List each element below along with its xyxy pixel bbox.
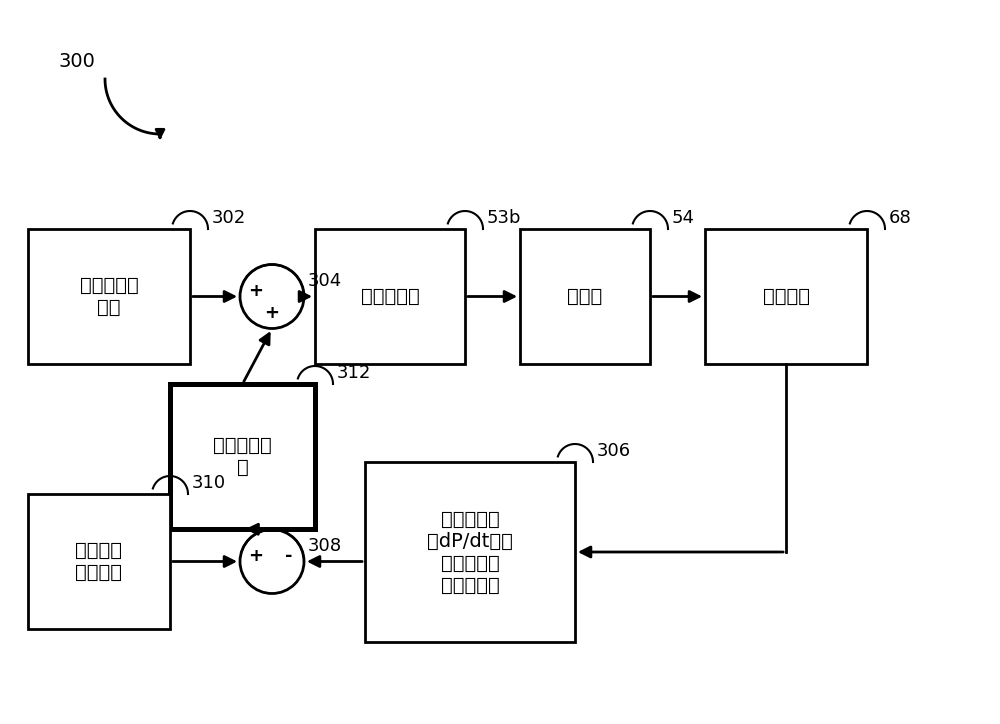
Text: 54: 54	[672, 209, 695, 227]
FancyBboxPatch shape	[28, 229, 190, 364]
FancyBboxPatch shape	[28, 494, 170, 629]
Text: +: +	[264, 304, 280, 322]
Text: +: +	[248, 282, 263, 300]
Text: 68: 68	[889, 209, 912, 227]
Text: 304: 304	[308, 272, 342, 290]
Text: 53b: 53b	[487, 209, 522, 227]
Text: 302: 302	[212, 209, 246, 227]
Text: -: -	[285, 547, 292, 565]
Text: 312: 312	[337, 364, 371, 382]
FancyBboxPatch shape	[365, 462, 575, 642]
Text: 根据气缸压
力dP/dt确定
排气门打开
的实际位置: 根据气缸压 力dP/dt确定 排气门打开 的实际位置	[427, 510, 513, 594]
Text: 气缸压力: 气缸压力	[763, 287, 810, 306]
Text: 308: 308	[308, 537, 342, 555]
Text: 300: 300	[58, 52, 95, 71]
FancyBboxPatch shape	[170, 384, 315, 529]
Text: 排气门打
开预期位: 排气门打 开预期位	[76, 541, 122, 582]
FancyBboxPatch shape	[520, 229, 650, 364]
Text: 306: 306	[597, 442, 631, 460]
FancyBboxPatch shape	[315, 229, 465, 364]
FancyBboxPatch shape	[705, 229, 867, 364]
Text: 比例积分增
益: 比例积分增 益	[213, 436, 272, 477]
Text: 排气门开环
命令: 排气门开环 命令	[80, 276, 138, 317]
Text: 气门致动器: 气门致动器	[361, 287, 419, 306]
Text: 排气门: 排气门	[567, 287, 603, 306]
Text: +: +	[248, 547, 263, 565]
Text: 310: 310	[192, 474, 226, 492]
